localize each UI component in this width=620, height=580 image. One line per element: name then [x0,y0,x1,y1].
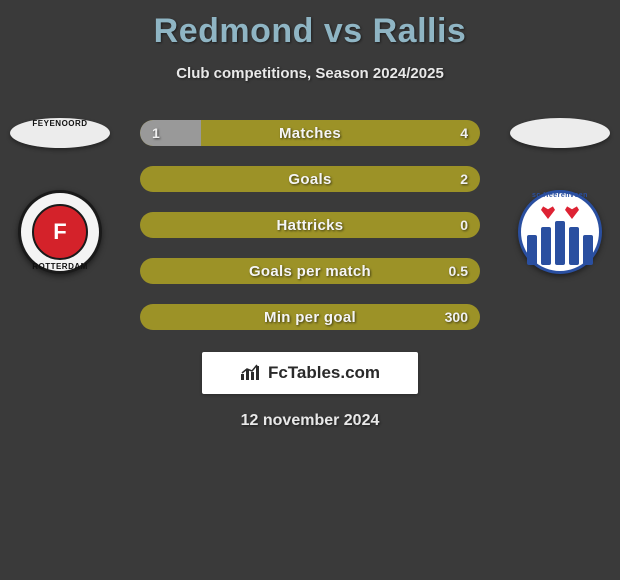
stat-bar-label: Matches [140,120,480,146]
stat-bar-label: Min per goal [140,304,480,330]
player-right-photo-placeholder [510,118,610,148]
crest-left-text-bottom: ROTTERDAM [0,263,120,272]
stat-bar-label: Goals per match [140,258,480,284]
club-crest-right: sc Heerenveen [518,190,602,274]
brand-text: FcTables.com [268,363,380,383]
stat-bar: Goals per match0.5 [140,258,480,284]
player-left-slot: FEYENOORD F ROTTERDAM [0,118,120,274]
crest-left-text-top: FEYENOORD [0,120,120,129]
crest-right-text-top: sc Heerenveen [521,192,599,200]
club-crest-left: FEYENOORD F ROTTERDAM [18,190,102,274]
stat-bar-value-right: 300 [445,304,468,330]
stat-bar: Min per goal300 [140,304,480,330]
infographic-date: 12 november 2024 [0,412,620,430]
stat-bar-value-right: 0.5 [449,258,468,284]
crest-left-inner: F [32,204,88,260]
stat-bar-label: Goals [140,166,480,192]
stat-bar-value-right: 4 [460,120,468,146]
brand-badge: FcTables.com [202,352,418,394]
page-title: Redmond vs Rallis [0,0,620,51]
stat-bar-value-right: 0 [460,212,468,238]
stat-bar-value-right: 2 [460,166,468,192]
stat-bar: Hattricks0 [140,212,480,238]
page-subtitle: Club competitions, Season 2024/2025 [0,65,620,82]
stat-bar-value-left: 1 [152,120,160,146]
crest-left-letter: F [53,220,66,244]
crest-right-stripes [527,203,593,265]
stat-bar: Matches1 4 [140,120,480,146]
stat-bar-label: Hattricks [140,212,480,238]
stripe [555,221,565,265]
player-right-slot: sc Heerenveen [500,118,620,274]
comparison-bars: Matches1 4 Goals2 Hattricks0 Goals per match… [140,120,480,330]
stripe [527,235,537,265]
stripe [541,227,551,265]
stripe [569,227,579,265]
bar-chart-icon [240,364,262,382]
stat-bar: Goals2 [140,166,480,192]
stripe [583,235,593,265]
